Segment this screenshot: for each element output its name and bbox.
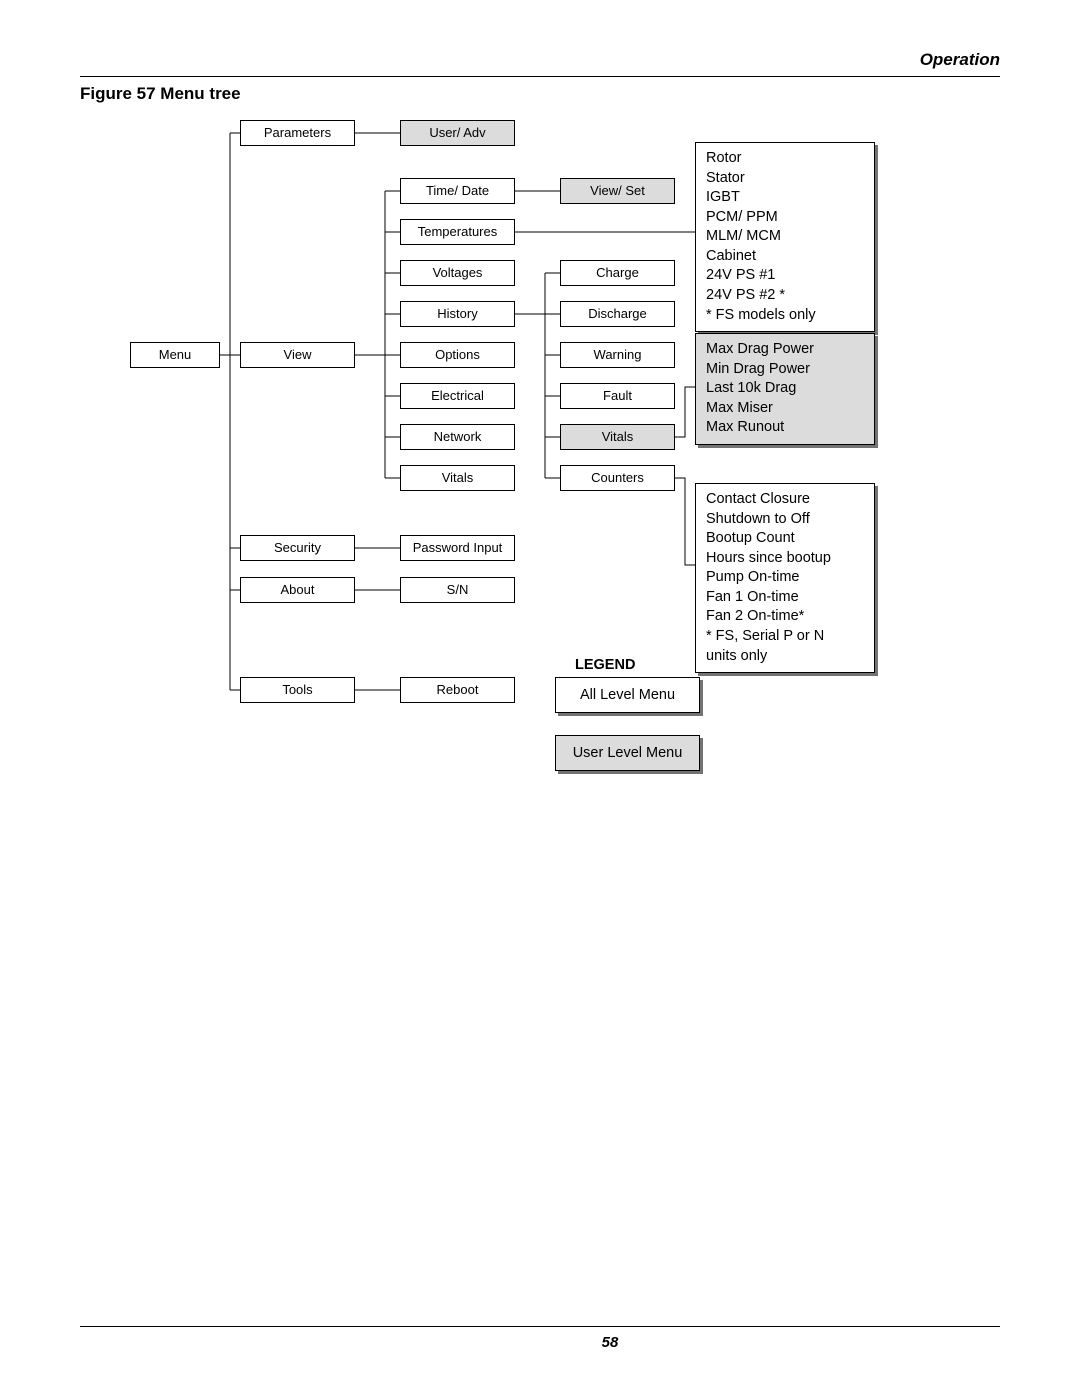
- node-vitalsR: Vitals: [560, 424, 675, 450]
- node-sn: S/N: [400, 577, 515, 603]
- rule-top: [80, 76, 1000, 77]
- node-security: Security: [240, 535, 355, 561]
- node-discharge: Discharge: [560, 301, 675, 327]
- node-about: About: [240, 577, 355, 603]
- node-charge: Charge: [560, 260, 675, 286]
- node-fault: Fault: [560, 383, 675, 409]
- panel-vitals_list: Max Drag PowerMin Drag PowerLast 10k Dra…: [695, 333, 875, 445]
- node-vitalsL: Vitals: [400, 465, 515, 491]
- node-timedate: Time/ Date: [400, 178, 515, 204]
- node-warning: Warning: [560, 342, 675, 368]
- node-voltages: Voltages: [400, 260, 515, 286]
- legend-all: All Level Menu: [555, 677, 700, 713]
- node-options: Options: [400, 342, 515, 368]
- node-network: Network: [400, 424, 515, 450]
- node-parameters: Parameters: [240, 120, 355, 146]
- node-history: History: [400, 301, 515, 327]
- section-header: Operation: [920, 50, 1000, 70]
- node-temps: Temperatures: [400, 219, 515, 245]
- node-viewset: View/ Set: [560, 178, 675, 204]
- figure-title: Figure 57 Menu tree: [80, 84, 241, 104]
- node-electrical: Electrical: [400, 383, 515, 409]
- node-menu: Menu: [130, 342, 220, 368]
- panel-temps_list: RotorStatorIGBTPCM/ PPMMLM/ MCMCabinet24…: [695, 142, 875, 332]
- menu-tree-diagram: Menu Parameters View Security About Tools User…: [105, 105, 975, 805]
- page-number: 58: [70, 1334, 1080, 1351]
- node-pwd: Password Input: [400, 535, 515, 561]
- node-view: View: [240, 342, 355, 368]
- legend-title: LEGEND: [575, 657, 635, 673]
- legend-user: User Level Menu: [555, 735, 700, 771]
- node-counters: Counters: [560, 465, 675, 491]
- panel-counters_list: Contact ClosureShutdown to OffBootup Cou…: [695, 483, 875, 673]
- page: Operation Figure 57 Menu tree Menu Parame…: [0, 0, 1080, 1397]
- node-reboot: Reboot: [400, 677, 515, 703]
- node-tools: Tools: [240, 677, 355, 703]
- node-useradv: User/ Adv: [400, 120, 515, 146]
- rule-bottom: [80, 1326, 1000, 1327]
